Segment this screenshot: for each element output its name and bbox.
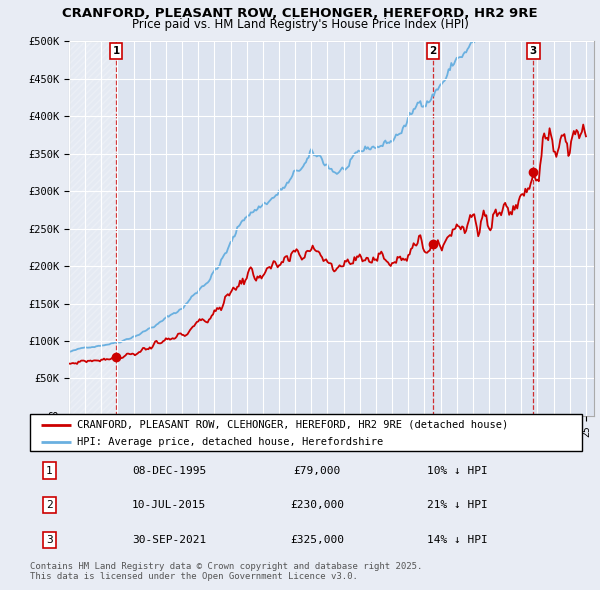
Text: 1: 1 [113, 46, 120, 56]
Text: 3: 3 [530, 46, 537, 56]
Text: 21% ↓ HPI: 21% ↓ HPI [427, 500, 488, 510]
Text: 08-DEC-1995: 08-DEC-1995 [132, 466, 206, 476]
Text: 10% ↓ HPI: 10% ↓ HPI [427, 466, 488, 476]
Text: CRANFORD, PLEASANT ROW, CLEHONGER, HEREFORD, HR2 9RE (detached house): CRANFORD, PLEASANT ROW, CLEHONGER, HEREF… [77, 419, 508, 430]
Text: CRANFORD, PLEASANT ROW, CLEHONGER, HEREFORD, HR2 9RE: CRANFORD, PLEASANT ROW, CLEHONGER, HEREF… [62, 7, 538, 20]
Text: 1: 1 [46, 466, 53, 476]
Text: 2: 2 [429, 46, 436, 56]
Text: £230,000: £230,000 [290, 500, 344, 510]
Text: £325,000: £325,000 [290, 535, 344, 545]
Text: HPI: Average price, detached house, Herefordshire: HPI: Average price, detached house, Here… [77, 437, 383, 447]
Text: 2: 2 [46, 500, 53, 510]
Text: 30-SEP-2021: 30-SEP-2021 [132, 535, 206, 545]
Text: £79,000: £79,000 [293, 466, 341, 476]
Text: 10-JUL-2015: 10-JUL-2015 [132, 500, 206, 510]
Text: 3: 3 [46, 535, 53, 545]
Text: Price paid vs. HM Land Registry's House Price Index (HPI): Price paid vs. HM Land Registry's House … [131, 18, 469, 31]
Bar [69, 41, 116, 416]
Text: 14% ↓ HPI: 14% ↓ HPI [427, 535, 488, 545]
Text: Contains HM Land Registry data © Crown copyright and database right 2025.
This d: Contains HM Land Registry data © Crown c… [30, 562, 422, 581]
